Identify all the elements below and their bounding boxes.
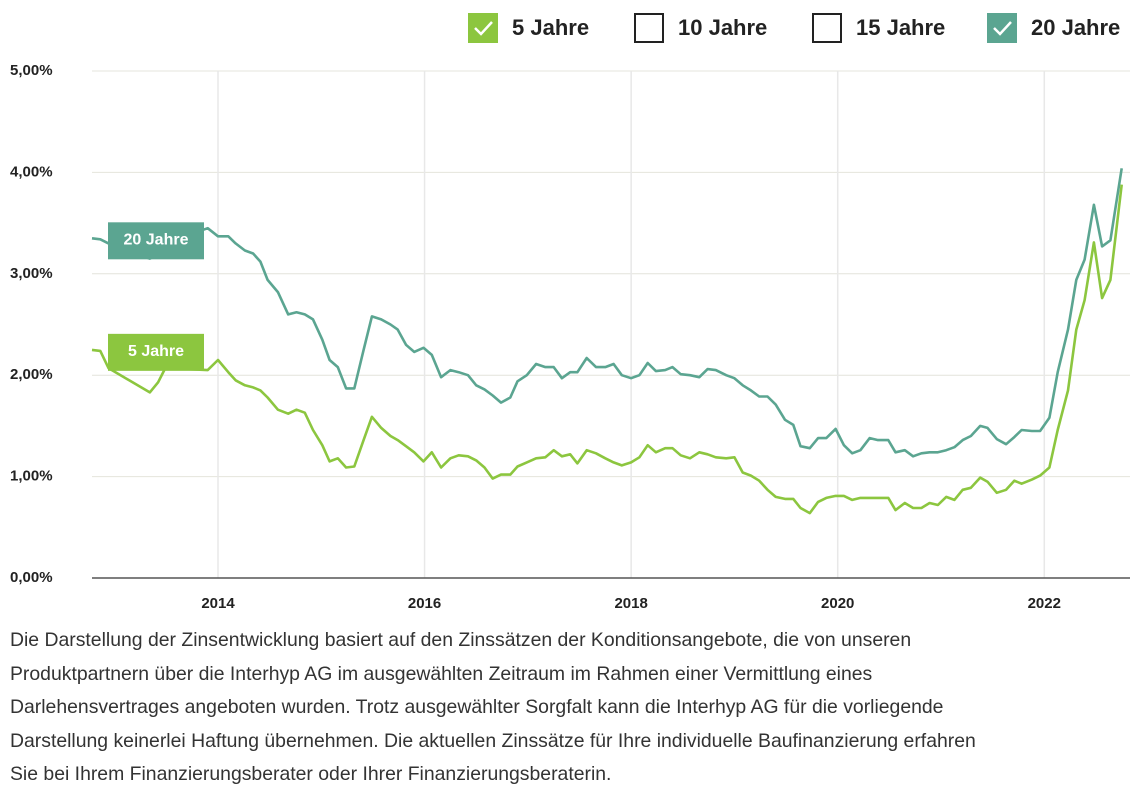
- checkbox[interactable]: [634, 13, 664, 43]
- chart: 0,00% 1,00% 2,00% 3,00% 4,00% 5,00% 2014 2016 20…: [10, 13, 1130, 612]
- legend-label: 5 Jahre: [512, 15, 589, 40]
- legend-item[interactable]: 5 Jahre: [468, 13, 589, 43]
- tag-box: [108, 333, 204, 371]
- checkbox[interactable]: [468, 13, 498, 43]
- y-tick-label: 3,00%: [10, 265, 53, 282]
- x-tick-label: 2018: [614, 595, 647, 612]
- series-tag: 20 Jahre: [108, 222, 204, 260]
- x-tick-label: 2020: [821, 595, 854, 612]
- series-tag: 5 Jahre: [108, 333, 204, 371]
- legend-item[interactable]: 20 Jahre: [987, 13, 1120, 43]
- legend-label: 10 Jahre: [678, 15, 767, 40]
- note-line: Produktpartnern über die Interhyp AG im …: [10, 662, 873, 685]
- data-line: [91, 168, 1123, 458]
- note-line: Die Darstellung der Zinsentwicklung basi…: [10, 629, 912, 651]
- y-tick-label: 5,00%: [10, 62, 53, 79]
- disclaimer: Die Darstellung der Zinsentwicklung basi…: [10, 624, 1136, 792]
- legend-item[interactable]: 10 Jahre: [634, 13, 767, 43]
- tag-box: [108, 222, 204, 260]
- y-tick-label: 0,00%: [10, 569, 53, 586]
- x-tick-label: 2022: [1028, 595, 1061, 612]
- tag-label: 20 Jahre: [124, 232, 189, 249]
- y-tick-label: 4,00%: [10, 163, 53, 180]
- check-icon: [993, 21, 1012, 36]
- x-tick-label: 2014: [201, 595, 235, 612]
- y-tick-label: 1,00%: [10, 468, 53, 485]
- note-line: Darlehensvertrages angeboten wurden. Tro…: [10, 696, 944, 718]
- legend-item[interactable]: 15 Jahre: [812, 13, 945, 43]
- data-line: [91, 184, 1123, 515]
- check-icon: [474, 21, 493, 36]
- checkbox[interactable]: [812, 13, 842, 43]
- tag-label: 5 Jahre: [128, 343, 184, 360]
- legend-label: 20 Jahre: [1031, 15, 1120, 40]
- note-line: Darstellung keinerlei Haftung übernehmen…: [10, 729, 976, 752]
- x-tick-label: 2016: [408, 595, 441, 612]
- checkbox[interactable]: [987, 13, 1017, 43]
- note-line: Sie bei Ihrem Finanzierungsberater oder …: [10, 763, 612, 785]
- y-tick-label: 2,00%: [10, 366, 53, 383]
- legend-label: 15 Jahre: [856, 15, 945, 40]
